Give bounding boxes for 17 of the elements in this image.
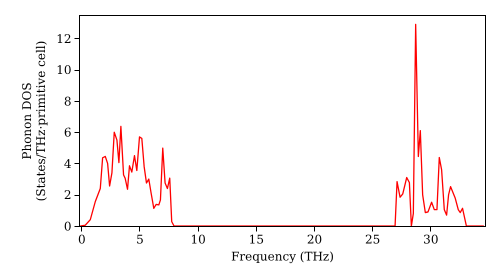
y-tick-label: 8 bbox=[64, 94, 72, 108]
line-series bbox=[80, 24, 484, 226]
y-tick-label: 12 bbox=[56, 32, 72, 46]
y-tick-label: 4 bbox=[64, 156, 72, 171]
y-tick-label: 10 bbox=[56, 63, 72, 78]
x-tick-label: 15 bbox=[248, 232, 264, 246]
x-tick-label: 0 bbox=[78, 232, 86, 246]
x-tick-label: 25 bbox=[365, 232, 380, 246]
x-tick-label: 30 bbox=[423, 232, 438, 246]
x-tick-label: 10 bbox=[190, 232, 206, 246]
y-tick-label: 0 bbox=[64, 220, 72, 234]
y-axis-title: Phonon DOS (States/THz·primitive cell) bbox=[20, 40, 48, 202]
y-tick-label: 2 bbox=[64, 188, 72, 202]
x-tick-label: 5 bbox=[136, 232, 144, 246]
x-axis-title: Frequency (THz) bbox=[231, 250, 334, 264]
y-tick-label: 6 bbox=[64, 126, 72, 140]
x-tick-label: 20 bbox=[306, 232, 322, 246]
